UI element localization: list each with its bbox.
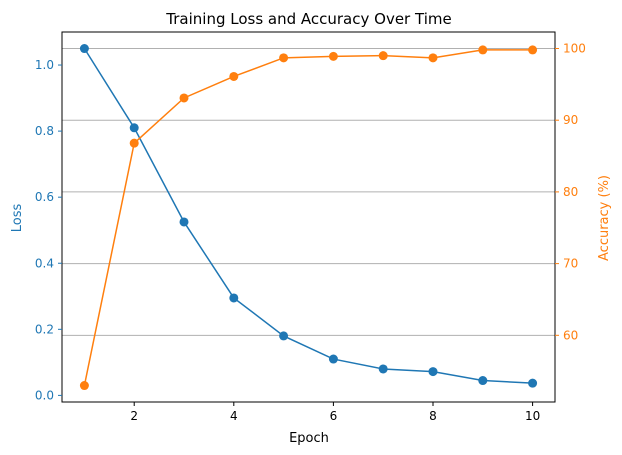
y-left-tick-label: 0.8 [35,124,54,138]
grid-lines [62,47,555,336]
y-left-tick-label: 0.6 [35,190,54,204]
series-layer [79,44,538,391]
accuracy-point [129,138,139,148]
y-right-tick-label: 80 [563,185,578,199]
plot-frame [61,31,556,403]
loss-point [528,378,538,388]
loss-point [179,217,189,227]
x-tick-label: 8 [429,409,437,423]
x-axis-title: Epoch [289,431,329,446]
y-right-tick-label: 70 [563,257,578,271]
y-right-tick-label: 100 [563,41,586,55]
loss-point [378,364,388,374]
accuracy-point [528,45,538,55]
loss-point [428,367,438,377]
x-tick-label: 4 [230,409,238,423]
y-right-tick-label: 60 [563,328,578,342]
loss-point [279,331,289,341]
y-left-tick-label: 0.0 [35,388,54,402]
accuracy-point [229,71,239,81]
chart-title: Training Loss and Accuracy Over Time [165,10,451,28]
accuracy-point [179,93,189,103]
accuracy-line [83,49,533,386]
y-axis-right-title: Accuracy (%) [597,175,612,261]
loss-point [79,44,89,54]
loss-point [229,293,239,303]
y-right-tick-label: 90 [563,113,578,127]
accuracy-point [328,51,338,61]
accuracy-point [428,53,438,63]
y-axis-left-title: Loss [10,204,25,233]
x-tick-label: 2 [130,409,138,423]
axes: 2 4 6 8 10 0.0 0.2 0.4 0.6 0.8 1.0 60 70 80 90 100 [35,41,586,423]
accuracy-point [478,45,488,55]
loss-point [478,376,488,386]
loss-point [328,354,338,364]
loss-line [83,48,533,384]
accuracy-point [279,53,289,63]
accuracy-point [378,51,388,61]
x-tick-label: 10 [525,409,540,423]
y-left-tick-label: 0.2 [35,322,54,336]
loss-point [129,123,139,133]
x-tick-label: 6 [330,409,338,423]
y-left-tick-label: 1.0 [35,58,54,72]
accuracy-point [79,381,89,391]
y-left-tick-label: 0.4 [35,256,54,270]
